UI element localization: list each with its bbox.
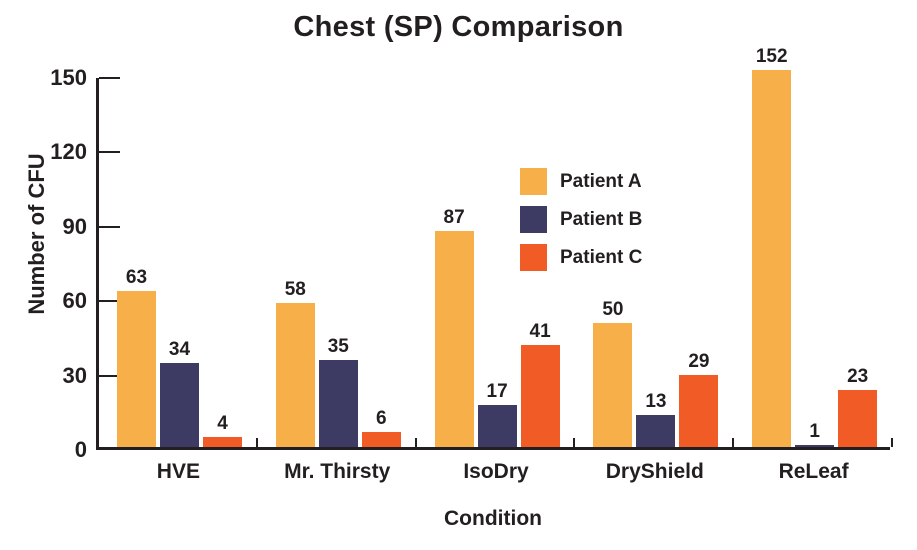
bar-patient-c: 29: [679, 352, 719, 447]
y-axis-tick-label: 60: [62, 288, 87, 314]
bar-patient-a: 58: [275, 280, 315, 447]
bar-value-label: 87: [443, 207, 465, 229]
bar-value-label: 23: [847, 365, 869, 387]
bar-patient-a: 152: [752, 47, 792, 447]
y-axis-tick: [99, 225, 120, 228]
legend-swatch: [520, 244, 547, 271]
legend-label: Patient A: [560, 171, 642, 192]
y-axis-tick: [99, 151, 120, 154]
bar-value-label: 58: [284, 279, 306, 301]
x-axis-tick: [256, 438, 258, 447]
y-axis-tick: [99, 77, 120, 79]
x-axis-tick: [415, 438, 417, 447]
bar-value-label: 6: [376, 408, 387, 430]
x-axis-tick: [573, 438, 575, 447]
legend-item: Patient C: [520, 244, 642, 271]
category-label: IsoDry: [463, 460, 529, 483]
chart-title: Chest (SP) Comparison: [293, 11, 624, 43]
y-axis-tick-label: 90: [62, 213, 87, 239]
legend: Patient A Patient B Patient C: [520, 168, 642, 282]
legend-label: Patient C: [560, 247, 643, 268]
bar-group: 58 35 6 Mr. Thirsty: [258, 78, 417, 482]
plot-area: 0 30 60 90 120 150 63 34 4 HVE 58 35 6 Mr. Thirsty 87 1…: [50, 47, 893, 482]
bar-patient-b: 35: [318, 337, 358, 447]
bar-patient-a: 50: [593, 300, 633, 447]
bar-patient-b: 17: [477, 382, 517, 447]
bar-patient-c: 41: [520, 322, 560, 447]
bar-patient-c: 4: [203, 414, 242, 447]
bar-patient-c: 6: [361, 409, 401, 447]
y-axis-title: Number of CFU: [24, 153, 49, 315]
bar-value-label: 50: [602, 299, 624, 320]
bar-patient-b: 1: [795, 422, 835, 447]
legend-swatch: [520, 168, 547, 195]
x-axis-tick: [732, 438, 734, 447]
y-axis-tick-label: 120: [50, 139, 87, 165]
bar-value-label: 1: [809, 420, 820, 442]
category-label: DryShield: [605, 460, 704, 483]
bar-patient-b: 34: [160, 340, 199, 447]
y-axis-tick-label: 30: [62, 362, 87, 388]
bar-value-label: 4: [217, 413, 228, 435]
legend-item: Patient A: [520, 168, 642, 195]
bar-value-label: 35: [327, 336, 349, 358]
legend-item: Patient B: [520, 206, 642, 233]
bar-patient-a: 87: [434, 208, 474, 447]
bar-patient-b: 13: [636, 392, 676, 447]
legend-label: Patient B: [560, 209, 643, 230]
x-axis-tick: [891, 438, 893, 447]
bar-group: 152 1 23 ReLeaf: [734, 47, 893, 482]
bar-value-label: 29: [688, 351, 710, 373]
y-axis-tick-label: 150: [50, 65, 87, 90]
bar-group: 87 17 41 IsoDry: [417, 78, 576, 482]
bar-value-label: 41: [529, 321, 551, 343]
y-axis-tick-label: 0: [74, 437, 87, 462]
category-label: Mr. Thirsty: [284, 460, 391, 483]
y-axis-tick: [99, 300, 120, 303]
bar-patient-a: 63: [117, 268, 156, 447]
bar-patient-c: 23: [838, 367, 878, 447]
category-label: HVE: [156, 460, 200, 483]
bar-group: 50 13 29 DryShield: [575, 78, 734, 482]
bar-group: 63 34 4 HVE: [99, 78, 258, 482]
category-label: ReLeaf: [778, 460, 849, 483]
x-axis-title: Condition: [444, 507, 542, 530]
bar-value-label: 13: [645, 390, 667, 412]
bar-value-label: 63: [125, 266, 148, 288]
bar-value-label: 152: [755, 46, 788, 68]
y-axis-tick: [99, 374, 120, 377]
legend-swatch: [520, 206, 547, 233]
bar-value-label: 34: [168, 338, 191, 360]
bar-value-label: 17: [486, 380, 508, 402]
